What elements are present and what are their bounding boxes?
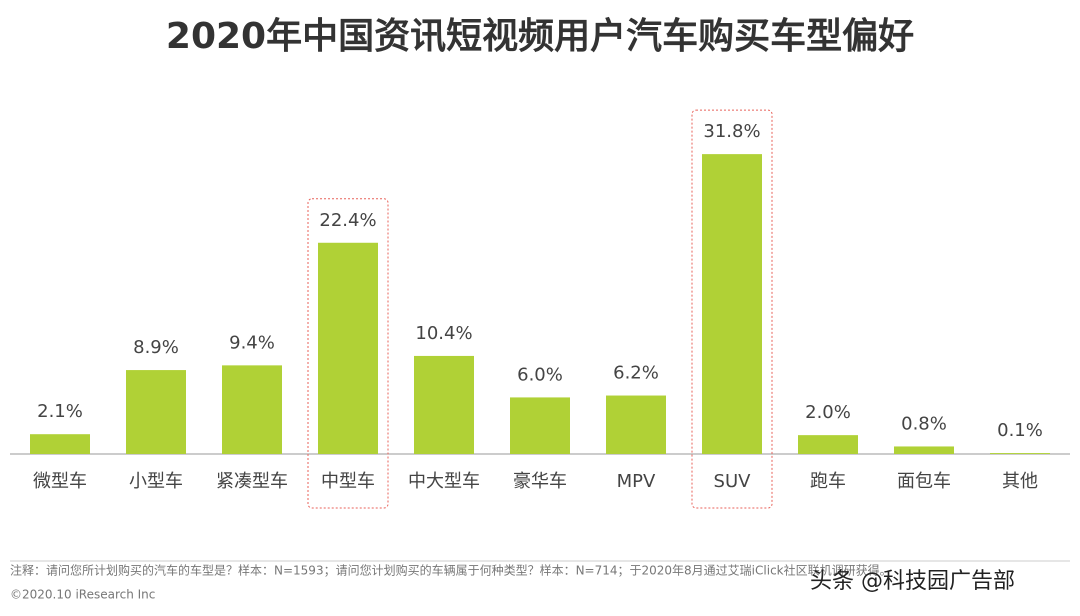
bar xyxy=(702,154,762,454)
value-label: 0.8% xyxy=(901,413,947,434)
bar xyxy=(318,242,378,454)
x-tick-label: 中型车 xyxy=(321,471,375,492)
x-tick-label: 豪华车 xyxy=(513,471,567,492)
value-label: 9.4% xyxy=(229,332,275,353)
value-label: 2.1% xyxy=(37,401,83,422)
bar xyxy=(606,395,666,454)
x-tick-label: 面包车 xyxy=(897,471,951,492)
value-label: 6.0% xyxy=(517,364,563,385)
value-label: 22.4% xyxy=(319,210,376,231)
bar xyxy=(798,435,858,454)
value-label: 0.1% xyxy=(997,420,1043,441)
x-tick-label: SUV xyxy=(714,471,752,492)
x-tick-label: 中大型车 xyxy=(408,471,480,492)
watermark: 头条 @科技园广告部 xyxy=(810,569,1015,594)
highlight-box xyxy=(691,109,773,509)
bar xyxy=(414,355,474,454)
source: ©2020.10 iResearch Inc xyxy=(10,588,155,602)
value-label: 31.8% xyxy=(703,121,760,142)
footnote: 注释：请问您所计划购买的汽车的车型是？样本：N=1593；请问您计划购买的车辆属… xyxy=(10,563,892,578)
chart-title: 2020年中国资讯短视频用户汽车购买车型偏好 xyxy=(166,16,914,57)
x-tick-label: 紧凑型车 xyxy=(216,471,288,492)
highlight-box xyxy=(307,198,389,509)
value-label: 2.0% xyxy=(805,402,851,423)
x-tick-label: 其他 xyxy=(1002,471,1038,492)
bar xyxy=(126,370,186,454)
x-tick-label: 微型车 xyxy=(33,471,87,492)
x-tick-label: MPV xyxy=(617,471,656,492)
bar xyxy=(894,446,954,454)
bar xyxy=(510,397,570,454)
value-label: 6.2% xyxy=(613,363,659,384)
bar xyxy=(222,365,282,454)
value-label: 10.4% xyxy=(415,323,472,344)
bar xyxy=(30,434,90,454)
bar xyxy=(990,453,1050,454)
x-tick-label: 小型车 xyxy=(129,471,183,492)
x-tick-label: 跑车 xyxy=(810,471,846,492)
value-label: 8.9% xyxy=(133,337,179,358)
